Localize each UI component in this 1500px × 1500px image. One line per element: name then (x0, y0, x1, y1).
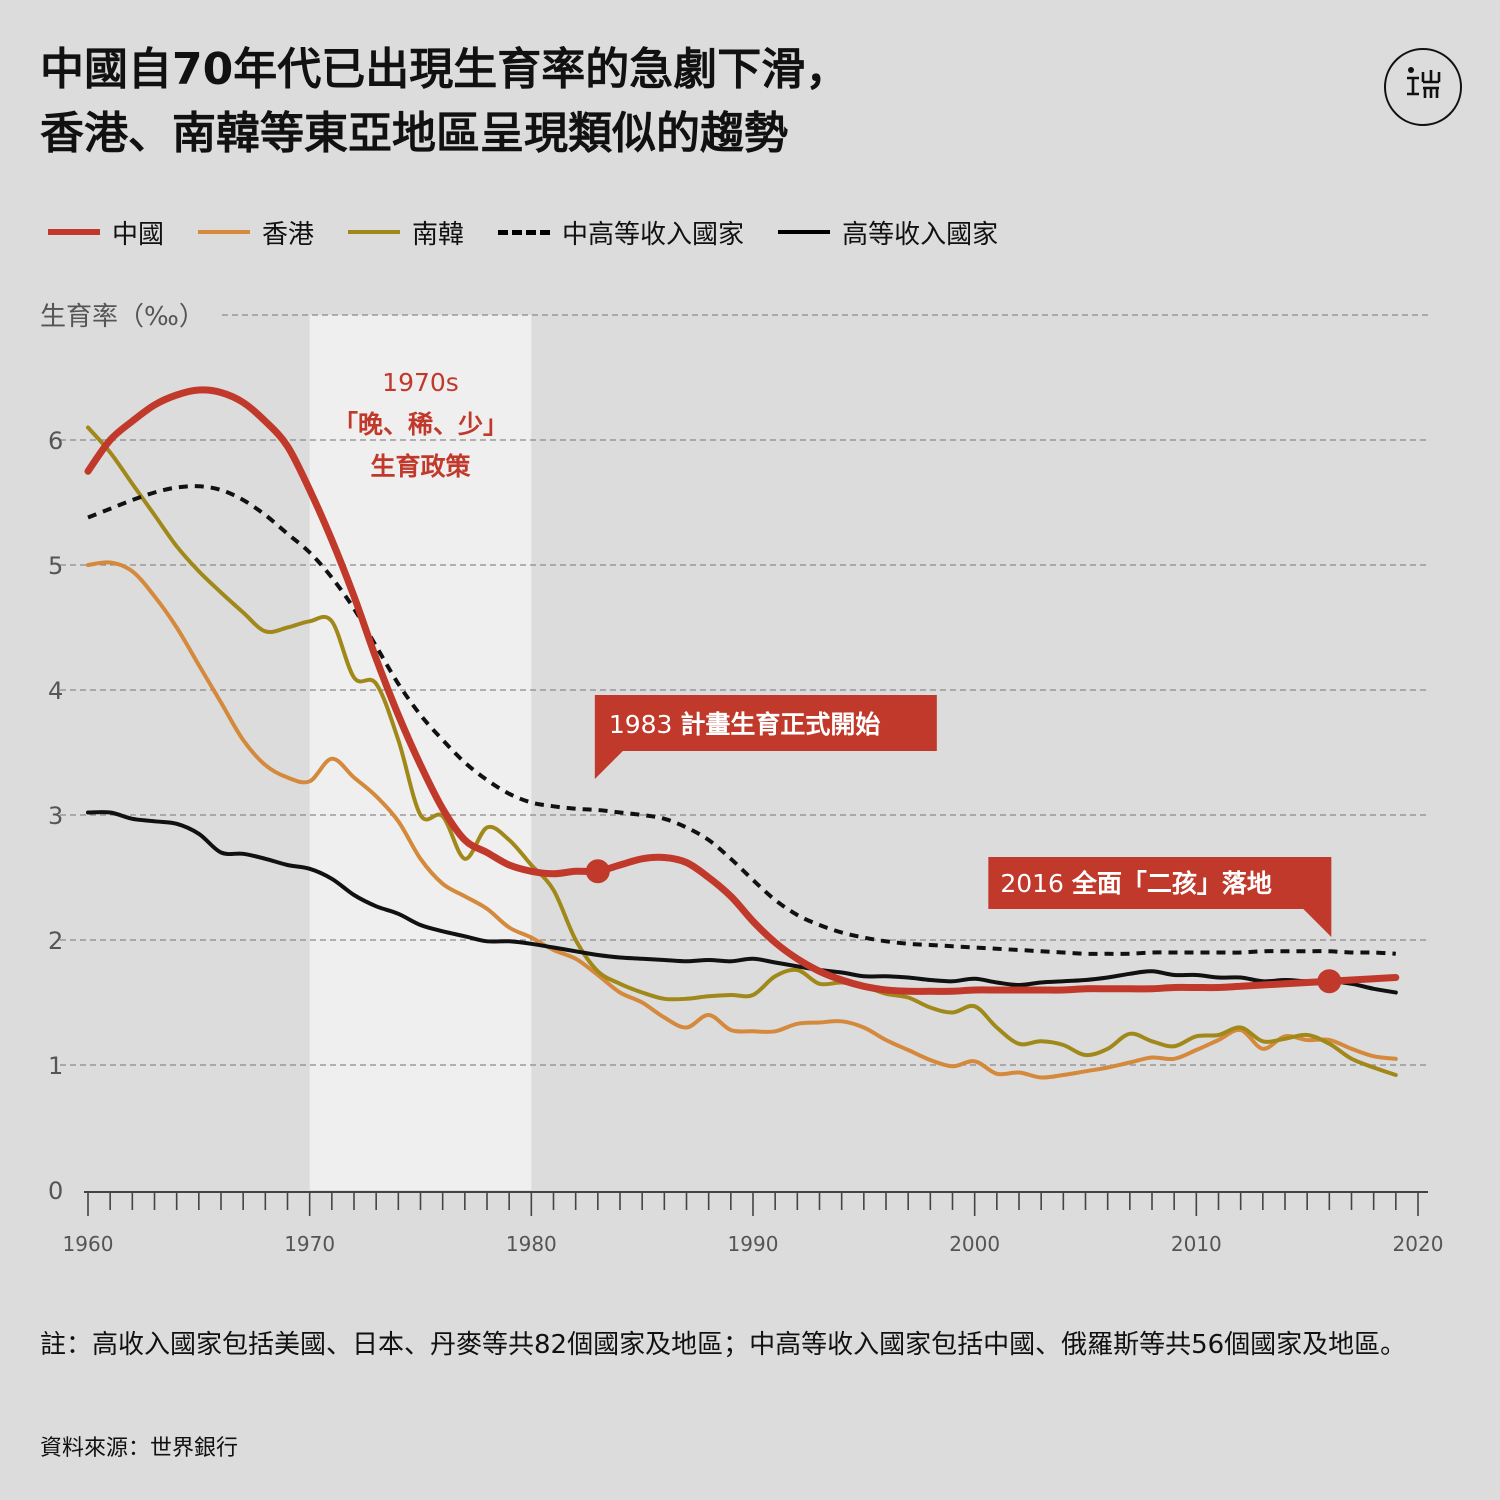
legend-item-korea: 南韓 (348, 214, 464, 251)
y-tick-label: 1 (48, 1052, 63, 1080)
annotation-point-1983 (585, 859, 610, 884)
shaded-period-1970s (309, 315, 532, 1190)
legend-item-high-income: 高等收入國家 (778, 214, 998, 251)
series-line-high-income (86, 810, 1398, 995)
page-title: 中國自70年代已出現生育率的急劇下滑， 香港、南韓等東亞地區呈現類似的趨勢 (40, 38, 1320, 166)
series-line-china (84, 386, 1400, 995)
legend-label-hongkong: 香港 (262, 219, 315, 250)
annotation-point-2016 (1317, 969, 1342, 994)
y-tick-label: 6 (48, 427, 63, 455)
fertility-line-chart: 0 1 2 3 4 5 6 生育率（‰） 1960 1970 1980 1990 2000 2010 202… (40, 302, 1444, 1256)
legend-swatch-high-income (778, 230, 831, 234)
annotation-box (594, 695, 937, 779)
brand-logo (1384, 48, 1462, 126)
logo-glyph (1407, 67, 1441, 98)
annotation-box (988, 857, 1332, 937)
legend-label-china: 中國 (112, 219, 165, 250)
legend-swatch-upper-middle (498, 229, 551, 235)
series-line-hongkong (86, 560, 1398, 1080)
x-tick-label: 1990 (728, 1232, 779, 1256)
series-line-korea (86, 425, 1398, 1077)
legend-swatch-korea (348, 230, 401, 234)
annotation-2016: 2016 全面「二孩」落地 (988, 857, 1342, 994)
y-tick-label: 5 (48, 552, 63, 580)
legend-swatch-china (48, 229, 100, 235)
duan-logo-icon (1386, 64, 1460, 110)
title-line-1: 中國自70年代已出現生育率的急劇下滑， (40, 44, 850, 95)
legend-label-korea: 南韓 (412, 219, 465, 250)
x-tick-label: 2000 (949, 1232, 1000, 1256)
annotation-text: 1983 計畫生育正式開始 (609, 710, 881, 739)
legend-item-upper-middle: 中高等收入國家 (498, 214, 744, 251)
x-tick-label: 1960 (63, 1232, 114, 1256)
legend-label-upper-middle: 中高等收入國家 (562, 219, 745, 250)
x-tick-label: 1970 (284, 1232, 335, 1256)
legend-label-high-income: 高等收入國家 (842, 219, 999, 250)
title-line-2: 香港、南韓等東亞地區呈現類似的趨勢 (40, 108, 788, 159)
annotation-text: 2016 全面「二孩」落地 (1000, 869, 1272, 898)
y-tick-label: 4 (48, 677, 63, 705)
annotation-1983: 1983 計畫生育正式開始 (585, 695, 937, 884)
y-tick-label: 3 (48, 802, 63, 830)
footnote: 註：高收入國家包括美國、日本、丹麥等共82個國家及地區；中高等收入國家包括中國、… (40, 1330, 1407, 1360)
y-axis-label: 生育率（‰） (40, 302, 205, 332)
x-tick-label: 1980 (506, 1232, 557, 1256)
x-tick-label: 2020 (1393, 1232, 1444, 1256)
series-line-upper-middle (87, 484, 1396, 956)
legend-item-china: 中國 (48, 214, 164, 251)
period-label-policy-2: 生育政策 (370, 452, 471, 481)
data-source: 資料來源：世界銀行 (40, 1436, 239, 1461)
legend-item-hongkong: 香港 (198, 214, 314, 251)
x-tick-label: 2010 (1171, 1232, 1222, 1256)
legend-swatch-hongkong (198, 230, 251, 234)
y-tick-label: 0 (48, 1177, 63, 1205)
y-tick-label: 2 (48, 927, 63, 955)
period-label-year: 1970s (382, 368, 459, 397)
period-label-policy: 「晚、稀、少」 (333, 410, 508, 439)
chart-legend: 中國 香港 南韓 中高等收入國家 高等收入國家 (48, 212, 1032, 252)
